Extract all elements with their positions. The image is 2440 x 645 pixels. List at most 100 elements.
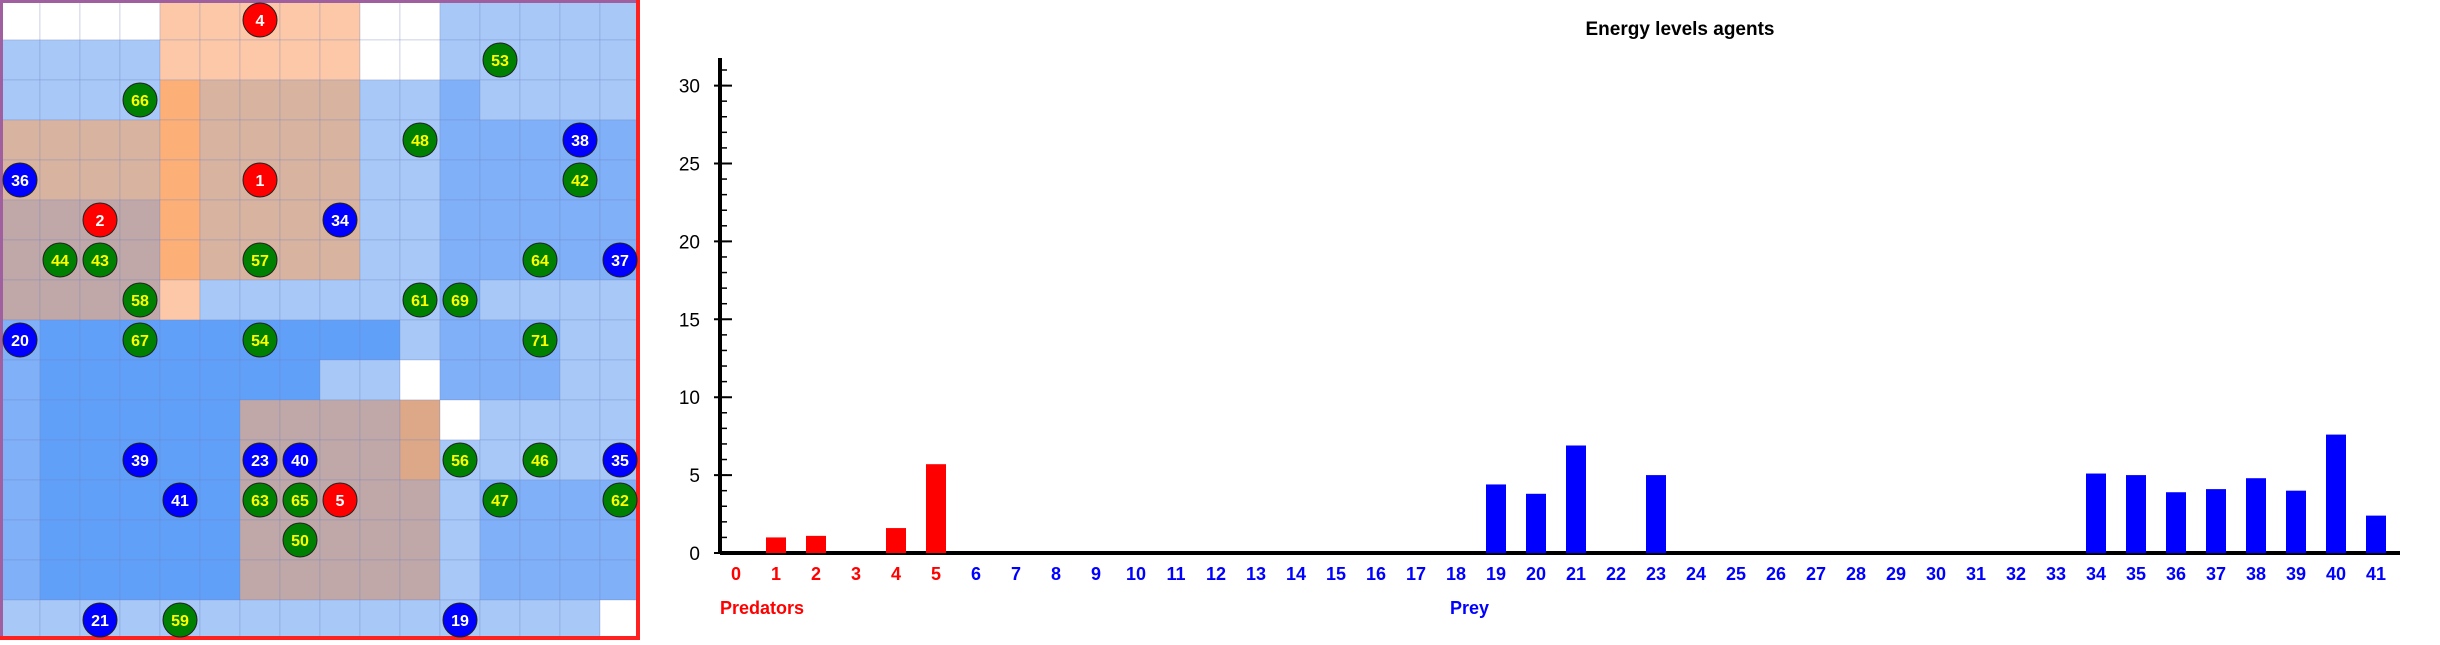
prey-agent: 40: [282, 442, 318, 478]
grid-cell: [479, 0, 521, 41]
grid-cell: [79, 439, 121, 481]
x-tick-label: 23: [1646, 564, 1666, 584]
grid-cell: [239, 279, 281, 321]
grid-cell: [399, 359, 441, 401]
x-tick-label: 15: [1326, 564, 1346, 584]
grid-cell: [0, 0, 41, 41]
y-tick-label: 0: [689, 544, 700, 565]
plant-agent-label: 42: [571, 173, 589, 190]
x-tick-label: 22: [1606, 564, 1626, 584]
grid-cell: [359, 479, 401, 521]
grid-cell: [439, 39, 481, 81]
grid-cell: [239, 399, 281, 441]
grid-cell: [159, 119, 201, 161]
grid-cell: [159, 39, 201, 81]
plant-agent-label: 59: [171, 613, 189, 630]
grid-cell: [439, 0, 481, 41]
x-tick-label: 33: [2046, 564, 2066, 584]
grid-cell: [479, 519, 521, 561]
predator-agent-marker: [242, 2, 278, 38]
grid-cell: [279, 279, 321, 321]
grid-cell: [479, 559, 521, 601]
grid-cell: [39, 399, 81, 441]
grid-cell: [599, 519, 641, 561]
predator-agent-label: 2: [96, 213, 105, 230]
plant-agent-label: 61: [411, 293, 429, 310]
predator-agent-label: 5: [336, 493, 345, 510]
x-tick-label: 11: [1166, 564, 1185, 584]
x-tick-label: 34: [2086, 564, 2106, 584]
grid-cell: [479, 359, 521, 401]
prey-agent: 21: [82, 602, 118, 638]
plant-agent-marker: [442, 442, 478, 478]
grid-cell: [399, 479, 441, 521]
grid-cell: [479, 599, 521, 641]
plant-agent: 50: [282, 522, 318, 558]
predator-energy-bar: [806, 535, 826, 553]
grid-cell: [559, 39, 601, 81]
grid-cell: [159, 279, 201, 321]
plant-agent-label: 56: [451, 453, 469, 470]
predator-energy-bar: [886, 528, 906, 553]
grid-cell: [439, 79, 481, 121]
plant-agent-marker: [122, 282, 158, 318]
prey-agent-label: 21: [91, 613, 109, 630]
plant-agent: 47: [482, 482, 518, 518]
grid-cell: [559, 439, 601, 481]
grid-cell: [519, 479, 561, 521]
plant-agent-marker: [562, 162, 598, 198]
grid-cell: [0, 479, 41, 521]
grid-cell: [39, 319, 81, 361]
prey-agent-label: 37: [611, 253, 629, 270]
grid-cell: [79, 359, 121, 401]
x-tick-label: 30: [1926, 564, 1946, 584]
grid-cell: [199, 319, 241, 361]
plant-agent: 63: [242, 482, 278, 518]
grid-cell: [119, 119, 161, 161]
grid-cell: [519, 359, 561, 401]
grid-cell: [319, 559, 361, 601]
grid-cell: [119, 559, 161, 601]
grid-cell: [119, 0, 161, 41]
prey-agent: 41: [162, 482, 198, 518]
grid-cell: [39, 439, 81, 481]
plant-agent-marker: [442, 282, 478, 318]
grid-cell: [319, 79, 361, 121]
grid-cell: [239, 559, 281, 601]
energy-chart: Energy levels agents Predators Prey 0 5 10…: [640, 0, 2440, 640]
predator-agent-label: 1: [256, 173, 265, 190]
grid-cell: [39, 559, 81, 601]
grid-cell: [119, 399, 161, 441]
x-tick-label: 5: [931, 564, 941, 584]
grid-cell: [559, 279, 601, 321]
grid-cell: [79, 319, 121, 361]
prey-agent-marker: [562, 122, 598, 158]
x-tick-label: 9: [1091, 564, 1101, 584]
grid-cell: [479, 319, 521, 361]
chart-title: Energy levels agents: [1585, 19, 1774, 40]
prey-agent: 23: [242, 442, 278, 478]
plant-agent-marker: [602, 482, 638, 518]
y-tick-label: 15: [679, 310, 700, 331]
plant-agent-label: 54: [251, 333, 269, 350]
x-tick-label: 8: [1051, 564, 1061, 584]
grid-cell: [599, 159, 641, 201]
x-tick-label: 2: [811, 564, 821, 584]
grid-cell: [559, 519, 601, 561]
plant-agent-label: 50: [291, 533, 309, 550]
prey-agent-marker: [82, 602, 118, 638]
grid-cell: [39, 479, 81, 521]
grid-cell: [119, 159, 161, 201]
grid-cell: [559, 319, 601, 361]
grid-cell: [399, 599, 441, 641]
x-tick-label: 21: [1566, 564, 1586, 584]
plant-agent: 58: [122, 282, 158, 318]
grid-cell: [0, 359, 41, 401]
grid-cell: [359, 239, 401, 281]
x-tick-label: 12: [1206, 564, 1226, 584]
grid-cell: [79, 119, 121, 161]
x-tick-label: 0: [731, 564, 741, 584]
plant-agent-label: 58: [131, 293, 149, 310]
prey-agent: 38: [562, 122, 598, 158]
x-tick-label: 40: [2326, 564, 2346, 584]
